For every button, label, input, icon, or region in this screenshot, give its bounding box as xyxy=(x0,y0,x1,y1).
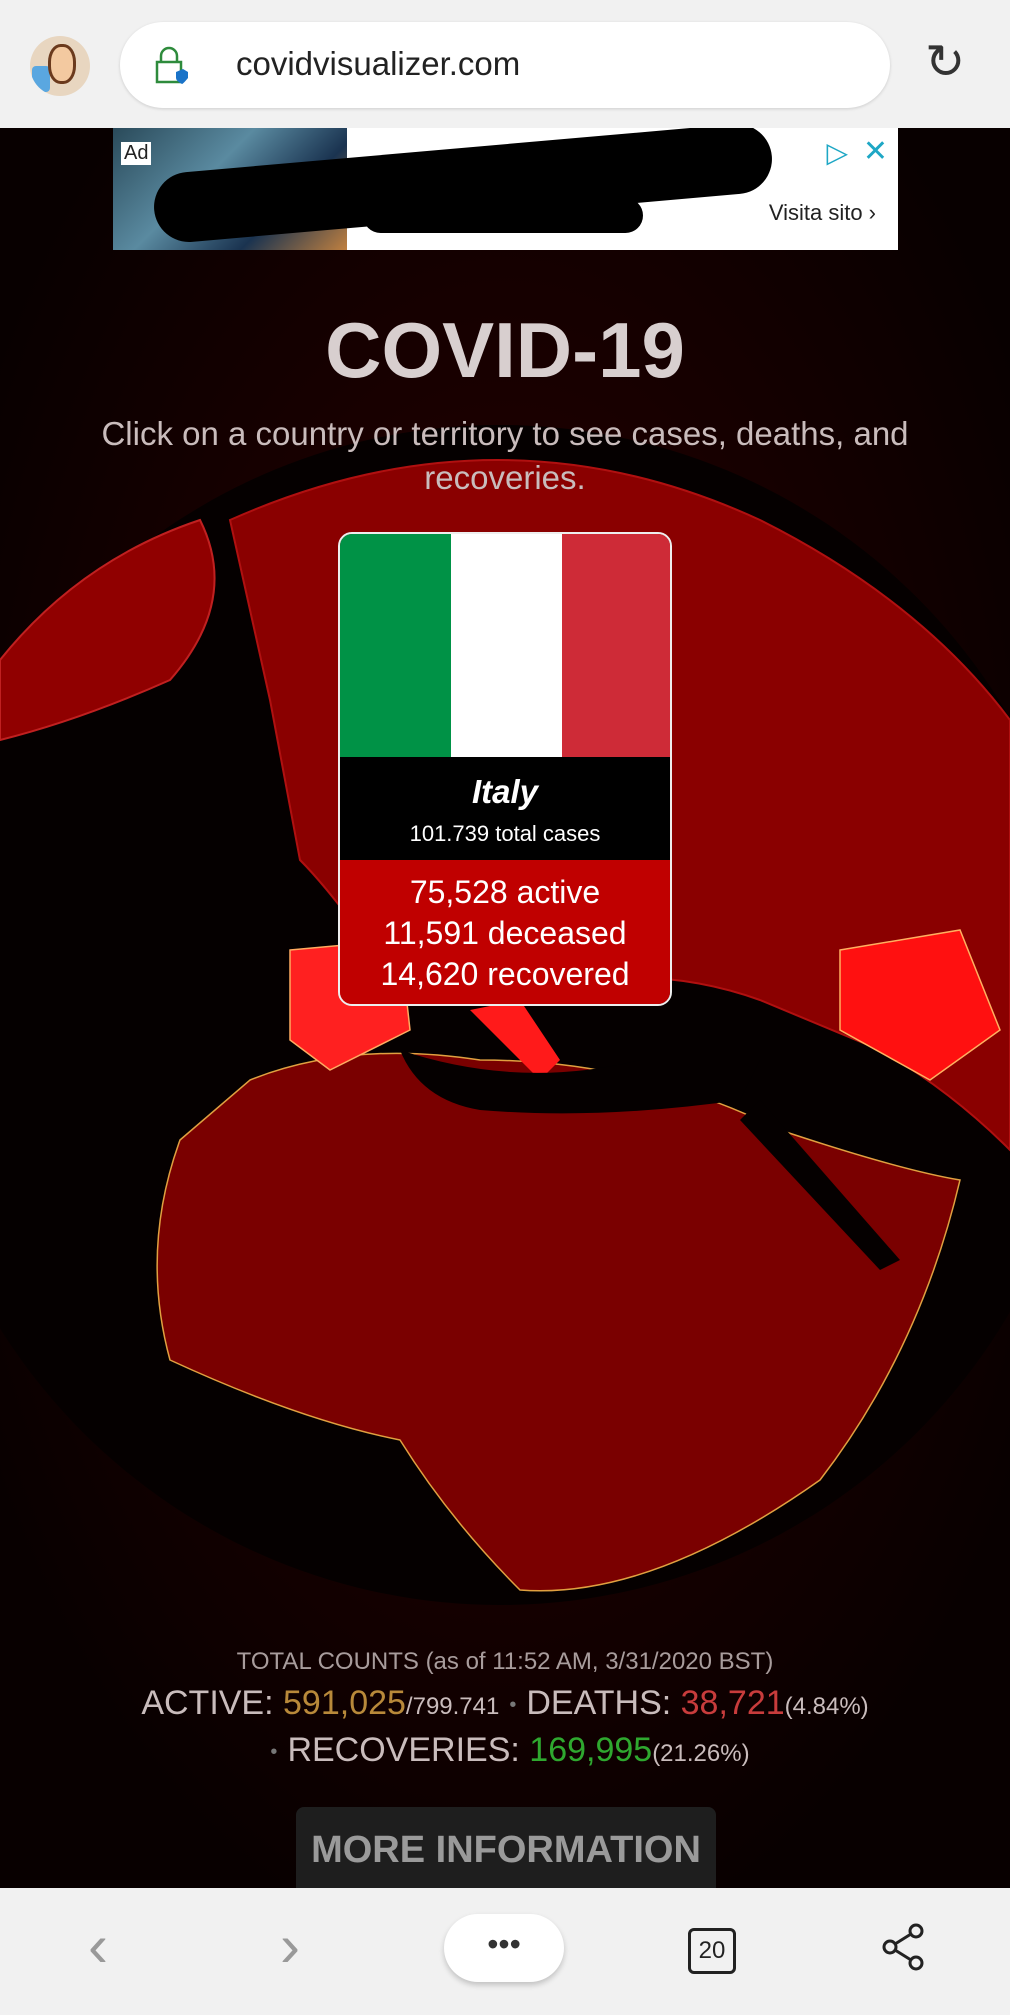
active-value: 591,025 xyxy=(283,1684,406,1722)
adchoices-icon[interactable]: ▷ xyxy=(826,137,848,168)
ad-label: Ad xyxy=(121,142,152,165)
page-subtitle: Click on a country or territory to see c… xyxy=(101,415,909,496)
country-recovered: 14,620 recovered xyxy=(380,956,630,992)
forward-icon[interactable]: › xyxy=(280,1912,300,1979)
menu-button[interactable]: ••• xyxy=(444,1914,564,1982)
mediterranean-sea xyxy=(400,1050,760,1114)
visit-site-link[interactable]: Visita sito › xyxy=(768,200,876,225)
ad-banner[interactable]: Ad ▷ ✕ Visita sito › xyxy=(113,128,898,250)
profile-avatar[interactable] xyxy=(30,36,90,96)
country-stats: 75,528 active 11,591 deceased 14,620 rec… xyxy=(340,860,670,1004)
globe-map[interactable] xyxy=(0,128,1010,1888)
back-icon[interactable]: ‹ xyxy=(88,1912,108,1979)
tabs-button[interactable]: 20 xyxy=(688,1928,736,1974)
url-text: covidvisualizer.com xyxy=(236,45,521,82)
recoveries-label: RECOVERIES: xyxy=(287,1731,530,1769)
landmass-africa xyxy=(156,1052,961,1592)
deaths-value: 38,721 xyxy=(680,1684,785,1722)
browser-bottom-bar: ‹ › ••• 20 xyxy=(0,1888,1010,2015)
recoveries-value: 169,995 xyxy=(529,1731,653,1769)
recoveries-percent: (21.26%) xyxy=(652,1740,750,1767)
address-bar[interactable]: covidvisualizer.com xyxy=(120,22,890,108)
lock-icon xyxy=(155,46,188,84)
active-total: /799.741 xyxy=(405,1693,500,1720)
country-header: Italy 101.739 total cases xyxy=(340,757,670,860)
flag-red-stripe xyxy=(562,534,670,757)
total-counts: TOTAL COUNTS (as of 11:52 AM, 3/31/2020 … xyxy=(0,1648,1010,1770)
active-label: ACTIVE: xyxy=(141,1684,284,1722)
country-active: 75,528 active xyxy=(409,874,601,910)
deaths-percent: (4.84%) xyxy=(784,1693,869,1720)
redaction-scribble xyxy=(363,198,643,233)
separator-dot: • xyxy=(270,1740,278,1763)
country-total-cases: 101.739 total cases xyxy=(409,821,601,846)
country-iran xyxy=(839,929,1001,1081)
red-sea xyxy=(740,1100,900,1270)
flag-green-stripe xyxy=(340,534,451,757)
browser-toolbar: covidvisualizer.com ↻ xyxy=(0,0,1010,128)
country-info-card[interactable]: Italy 101.739 total cases 75,528 active … xyxy=(338,532,672,1006)
deaths-label: DEATHS: xyxy=(526,1684,681,1722)
flag-white-stripe xyxy=(451,534,562,757)
reload-icon[interactable]: ↻ xyxy=(925,36,966,89)
totals-heading: TOTAL COUNTS (as of 11:52 AM, 3/31/2020 … xyxy=(236,1648,774,1675)
country-name: Italy xyxy=(471,773,539,810)
close-icon[interactable]: ✕ xyxy=(862,135,888,168)
country-italy xyxy=(470,1000,560,1080)
share-icon[interactable] xyxy=(880,1922,928,1972)
separator-dot: • xyxy=(509,1693,517,1716)
more-information-button[interactable]: MORE INFORMATION xyxy=(296,1807,716,1897)
page-title: COVID-19 xyxy=(325,306,685,394)
country-deceased: 11,591 deceased xyxy=(383,915,627,951)
landmass-greenland xyxy=(0,518,216,742)
